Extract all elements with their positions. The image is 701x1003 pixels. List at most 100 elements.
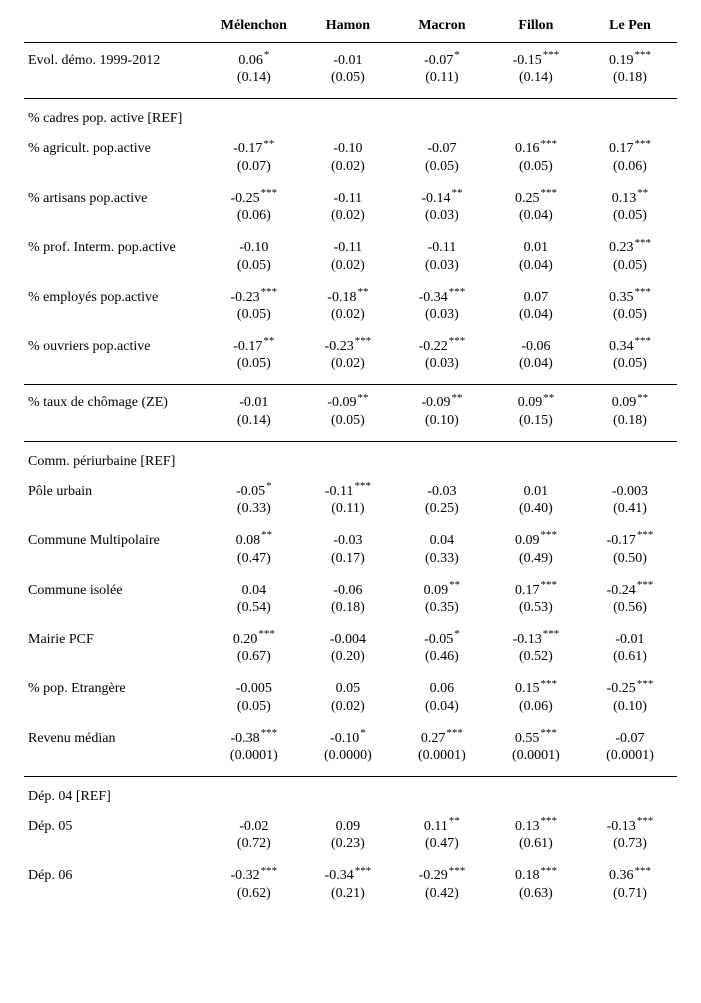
coef-value: -0.25 [607, 681, 636, 696]
coef-value: 0.08 [236, 533, 261, 548]
std-error: (0.05) [515, 159, 557, 174]
section-header: Comm. périurbaine [REF] [24, 448, 677, 474]
std-error: (0.05) [233, 356, 274, 371]
table-cell: 0.23***(0.05) [583, 236, 677, 279]
std-error: (0.05) [609, 307, 651, 322]
std-error: (0.14) [237, 413, 271, 428]
table-cell: -0.22***(0.03) [395, 335, 489, 378]
table-cell: 0.19***(0.18) [583, 49, 677, 92]
table-cell: 0.05(0.02) [301, 677, 395, 720]
table-cell: -0.07(0.0001) [583, 727, 677, 770]
col-header: Mélenchon [207, 18, 301, 42]
table-cell: 0.09**(0.35) [395, 579, 489, 622]
std-error: (0.05) [236, 699, 272, 714]
table-cell: -0.10(0.02) [301, 137, 395, 180]
table-cell: 0.06(0.04) [395, 677, 489, 720]
coef-value: 0.17 [515, 583, 540, 598]
table-cell: 0.36***(0.71) [583, 864, 677, 907]
row-label: % prof. Interm. pop.active [24, 236, 207, 279]
std-error: (0.14) [513, 70, 560, 85]
table-cell: 0.16***(0.05) [489, 137, 583, 180]
table-cell: -0.11***(0.11) [301, 480, 395, 523]
std-error: (0.54) [237, 600, 271, 615]
coef-value: 0.09 [612, 395, 637, 410]
regression-table: Mélenchon Hamon Macron Fillon Le Pen Evo… [24, 18, 677, 908]
coef-value: 0.25 [515, 191, 540, 206]
coef-value: -0.10 [239, 240, 268, 255]
table-cell: 0.13**(0.05) [583, 187, 677, 230]
std-error: (0.49) [515, 551, 557, 566]
coef-value: -0.01 [615, 632, 644, 647]
table-cell: -0.29***(0.42) [395, 864, 489, 907]
table-cell: -0.25***(0.10) [583, 677, 677, 720]
section-header-row: % cadres pop. active [REF] [24, 105, 677, 131]
col-header: Macron [395, 18, 489, 42]
table-cell: -0.05*(0.33) [207, 480, 301, 523]
coef-value: -0.34 [325, 868, 354, 883]
coef-value: 0.20 [233, 632, 258, 647]
coef-value: 0.18 [515, 868, 540, 883]
std-error: (0.67) [233, 649, 275, 664]
section-header-row: Dép. 04 [REF] [24, 783, 677, 809]
coef-value: -0.29 [419, 868, 448, 883]
coef-value: -0.24 [607, 583, 636, 598]
table-cell: -0.004(0.20) [301, 628, 395, 671]
std-error: (0.47) [424, 836, 460, 851]
std-error: (0.03) [425, 258, 459, 273]
coef-value: 0.09 [518, 395, 543, 410]
table-cell: 0.20***(0.67) [207, 628, 301, 671]
std-error: (0.04) [515, 208, 557, 223]
table-cell: -0.18**(0.02) [301, 286, 395, 329]
table-cell: -0.23***(0.05) [207, 286, 301, 329]
coef-value: -0.17 [233, 141, 262, 156]
coef-value: -0.07 [615, 731, 644, 746]
coef-value: -0.11 [334, 240, 363, 255]
std-error: (0.06) [609, 159, 651, 174]
table-cell: -0.15***(0.14) [489, 49, 583, 92]
coef-value: -0.22 [419, 339, 448, 354]
table-row: % artisans pop.active-0.25***(0.06)-0.11… [24, 187, 677, 230]
coef-value: 0.34 [609, 339, 634, 354]
row-label: Commune isolée [24, 579, 207, 622]
std-error: (0.10) [421, 413, 462, 428]
std-error: (0.06) [515, 699, 557, 714]
coef-value: -0.32 [231, 868, 260, 883]
table-cell: -0.09**(0.05) [301, 391, 395, 434]
row-label: % artisans pop.active [24, 187, 207, 230]
table-cell: -0.01(0.05) [301, 49, 395, 92]
coef-value: -0.09 [327, 395, 356, 410]
table-cell: 0.15***(0.06) [489, 677, 583, 720]
coef-value: -0.38 [231, 731, 260, 746]
coef-value: -0.23 [231, 290, 260, 305]
std-error: (0.03) [419, 356, 466, 371]
coef-value: 0.04 [242, 583, 267, 598]
table-cell: 0.01(0.04) [489, 236, 583, 279]
section-header: Dép. 04 [REF] [24, 783, 677, 809]
table-cell: -0.32***(0.62) [207, 864, 301, 907]
table-cell: -0.01(0.14) [207, 391, 301, 434]
table-row: Commune isolée0.04(0.54)-0.06(0.18)0.09*… [24, 579, 677, 622]
coef-value: 0.27 [421, 731, 446, 746]
row-label: Revenu médian [24, 727, 207, 770]
section-header-row: Comm. périurbaine [REF] [24, 448, 677, 474]
coef-value: -0.06 [333, 583, 362, 598]
table-cell: -0.17**(0.05) [207, 335, 301, 378]
row-label: Pôle urbain [24, 480, 207, 523]
std-error: (0.02) [331, 159, 365, 174]
std-error: (0.40) [519, 501, 553, 516]
table-cell: 0.11**(0.47) [395, 815, 489, 858]
coef-value: 0.01 [524, 240, 549, 255]
coef-value: 0.55 [515, 731, 540, 746]
coef-value: -0.07 [424, 53, 453, 68]
std-error: (0.53) [515, 600, 557, 615]
coef-value: 0.05 [336, 681, 361, 696]
std-error: (0.18) [612, 413, 649, 428]
std-error: (0.18) [609, 70, 651, 85]
header-row: Mélenchon Hamon Macron Fillon Le Pen [24, 18, 677, 42]
table-cell: -0.05*(0.46) [395, 628, 489, 671]
table-cell: -0.17***(0.50) [583, 529, 677, 572]
coef-value: -0.05 [236, 484, 265, 499]
row-label: % taux de chômage (ZE) [24, 391, 207, 434]
coef-value: 0.13 [515, 819, 540, 834]
table-row: % agricult. pop.active-0.17**(0.07)-0.10… [24, 137, 677, 180]
